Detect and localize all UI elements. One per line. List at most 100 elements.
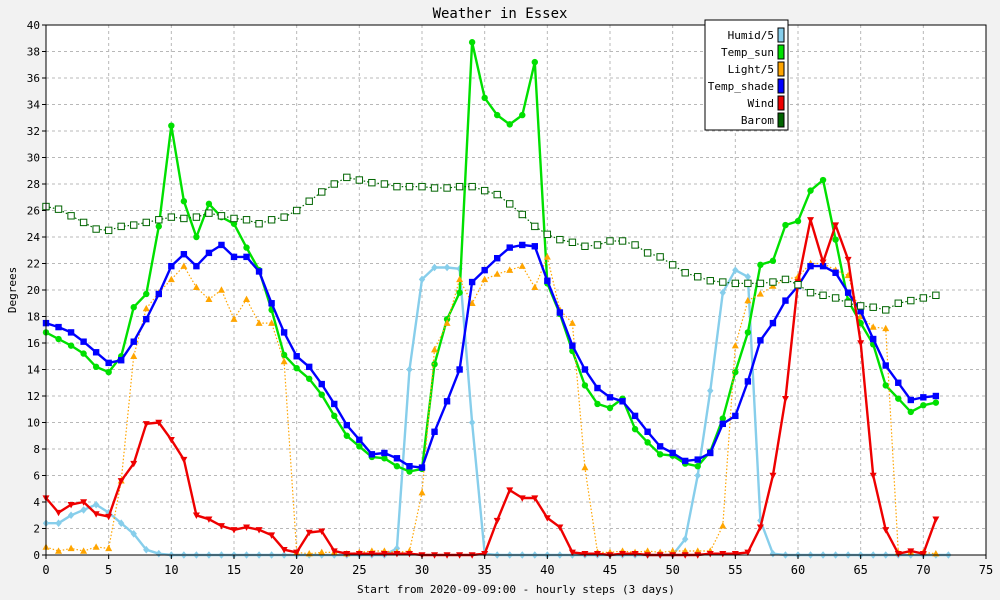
data-point-temp-sun [719,415,726,422]
data-point-temp-sun [105,368,112,376]
data-point-light-5 [669,547,677,554]
data-point-temp-shade [494,255,501,262]
data-point-temp-shade [268,300,275,307]
data-point-temp-sun [293,364,300,372]
data-point-barom [819,291,827,300]
x-tick-label: 30 [415,563,429,577]
data-point-light-5 [280,357,288,365]
data-point-barom [556,235,564,244]
data-point-wind [556,524,564,531]
data-point-light-5 [756,290,764,297]
data-point-temp-shade [782,297,789,304]
data-point-temp-shade [243,253,250,261]
data-point-barom [518,210,526,219]
y-tick-label: 22 [27,258,40,271]
data-point-wind [318,528,326,535]
data-point-light-5 [744,296,752,304]
data-point-temp-sun [606,404,614,412]
data-point-barom [305,197,313,205]
data-point-barom [856,302,865,310]
data-point-temp-shade [143,315,150,323]
y-tick-label: 10 [27,417,40,430]
data-point-wind [380,550,388,558]
data-point-barom [443,184,451,192]
data-point-light-5 [694,547,702,554]
data-point-light-5 [243,295,251,302]
series-temp-sun [42,39,940,475]
data-point-barom [455,182,464,191]
data-point-barom [668,261,677,269]
data-point-temp-sun [882,382,889,389]
data-point-temp-shade [857,308,864,315]
data-point-humid-5 [130,530,137,538]
data-point-temp-sun [406,468,413,475]
data-point-temp-sun [631,425,639,433]
y-tick-label: 2 [33,523,40,536]
data-point-light-5 [130,352,138,359]
legend-label-wind: Wind [748,97,775,110]
data-point-temp-sun [280,351,288,359]
data-point-temp-sun [155,223,162,230]
data-point-temp-shade [356,436,363,443]
x-tick-label: 25 [352,563,366,577]
data-point-light-5 [481,275,489,283]
data-point-wind [368,550,376,558]
data-point-light-5 [142,304,150,312]
data-point-barom [568,238,577,247]
data-point-light-5 [644,547,652,554]
data-point-temp-shade [656,443,664,450]
data-point-light-5 [418,489,426,496]
data-point-wind [481,550,489,558]
x-tick-label: 20 [289,563,303,577]
data-point-temp-sun [356,443,363,450]
legend-swatch-wind [777,95,785,111]
y-tick-label: 26 [27,205,40,218]
data-point-temp-shade [631,412,639,420]
data-point-humid-5 [707,386,714,395]
data-point-light-5 [882,324,890,332]
data-point-temp-shade [832,269,839,276]
data-point-barom [631,241,639,249]
data-point-temp-sun [193,233,200,241]
data-point-wind [769,472,777,480]
data-point-wind [869,472,877,480]
data-point-light-5 [92,543,100,550]
data-point-barom [894,299,902,307]
data-point-temp-sun [531,58,538,66]
data-point-temp-shade [682,457,689,465]
data-point-wind [932,516,940,523]
data-point-humid-5 [155,549,162,558]
legend-label-barom: Barom [741,114,774,127]
data-point-barom [117,222,125,231]
data-point-barom [694,273,702,281]
data-point-barom [581,242,589,250]
data-point-barom [932,291,940,300]
data-point-barom [418,182,426,191]
data-point-temp-sun [519,111,526,119]
data-point-barom [330,180,338,188]
data-point-temp-sun [67,342,75,349]
legend: Humid/5 Temp_sun Light/5 Temp_shade Wind Baro… [704,19,789,131]
legend-label-temp-shade: Temp_shade [708,80,774,93]
data-point-barom [506,200,514,208]
data-point-temp-shade [105,359,112,367]
data-point-barom [292,206,301,215]
data-point-barom [79,218,88,227]
data-point-light-5 [180,262,188,269]
series-wind [42,217,940,559]
data-point-wind [531,495,539,502]
data-point-temp-sun [92,363,100,371]
data-point-temp-shade [168,262,175,270]
data-point-temp-shade [707,449,714,457]
data-point-temp-shade [870,335,877,343]
data-point-barom [343,173,351,182]
data-point-barom [794,281,802,289]
data-point-barom [155,216,163,224]
x-tick-label: 15 [227,563,241,577]
data-point-wind [568,549,576,557]
data-point-temp-shade [55,323,62,331]
x-tick-label: 60 [791,563,805,577]
series-layer [42,39,952,559]
data-point-temp-sun [468,39,476,46]
data-point-wind [781,395,789,403]
